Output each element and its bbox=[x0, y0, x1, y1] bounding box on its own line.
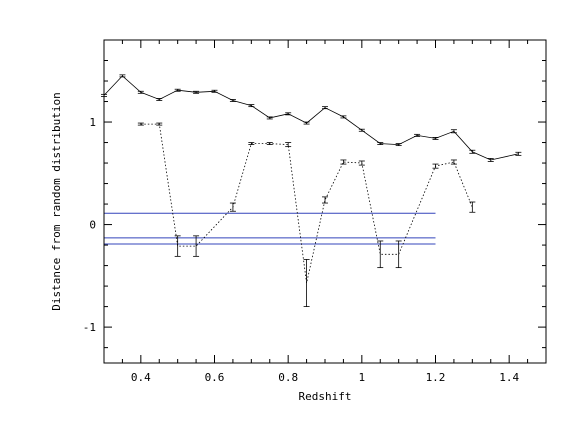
x-tick-label: 1 bbox=[359, 371, 366, 384]
data-point bbox=[248, 142, 255, 145]
data-point bbox=[266, 142, 273, 145]
series-layer bbox=[101, 74, 522, 308]
data-point bbox=[469, 149, 476, 154]
x-tick-label: 0.4 bbox=[131, 371, 151, 384]
data-point bbox=[229, 99, 236, 102]
y-tick-label: 1 bbox=[89, 116, 96, 129]
data-point bbox=[377, 240, 384, 269]
series-2-line bbox=[140, 123, 473, 284]
data-point bbox=[395, 240, 402, 269]
data-point bbox=[211, 89, 218, 93]
data-point bbox=[229, 202, 236, 212]
data-point bbox=[156, 98, 163, 101]
data-point bbox=[193, 90, 200, 94]
data-point bbox=[322, 196, 328, 204]
data-point bbox=[358, 160, 365, 166]
data-point bbox=[266, 116, 273, 120]
data-point bbox=[119, 74, 126, 78]
data-point bbox=[340, 115, 347, 119]
y-tick-label: 0 bbox=[89, 219, 96, 232]
data-point bbox=[432, 163, 439, 169]
data-point bbox=[358, 128, 365, 132]
series-1-line bbox=[103, 75, 519, 161]
data-point bbox=[432, 137, 439, 140]
data-point bbox=[395, 143, 402, 147]
data-point bbox=[193, 235, 200, 257]
data-point bbox=[156, 122, 163, 126]
x-tick-label: 1.4 bbox=[499, 371, 519, 384]
x-axis-label: Redshift bbox=[299, 390, 352, 403]
data-point bbox=[487, 158, 494, 162]
x-tick-label: 0.6 bbox=[205, 371, 225, 384]
data-point bbox=[515, 151, 522, 156]
data-point bbox=[248, 104, 255, 108]
data-point bbox=[377, 142, 384, 145]
reference-lines bbox=[104, 212, 436, 245]
series-1 bbox=[101, 74, 522, 162]
axis-ticks bbox=[103, 39, 547, 363]
data-point bbox=[285, 112, 292, 116]
data-point bbox=[303, 259, 310, 308]
data-point bbox=[174, 235, 181, 257]
data-point bbox=[450, 129, 457, 134]
y-axis-label: Distance from random distribution bbox=[50, 92, 63, 311]
x-tick-label: 1.2 bbox=[426, 371, 446, 384]
data-point bbox=[340, 159, 347, 165]
x-tick-label: 0.8 bbox=[278, 371, 298, 384]
tick-labels: 0.4 0.6 0.8 1 1.2 1.4 -1 0 1 bbox=[83, 116, 520, 384]
data-point bbox=[322, 106, 328, 110]
data-point bbox=[450, 159, 457, 165]
data-point bbox=[469, 201, 476, 213]
y-tick-label: -1 bbox=[83, 321, 96, 334]
data-point bbox=[285, 142, 292, 148]
data-point bbox=[174, 88, 181, 92]
data-point bbox=[137, 90, 144, 94]
data-point bbox=[303, 121, 310, 125]
data-point bbox=[414, 133, 421, 137]
data-point bbox=[137, 122, 144, 126]
series-2 bbox=[137, 122, 476, 308]
